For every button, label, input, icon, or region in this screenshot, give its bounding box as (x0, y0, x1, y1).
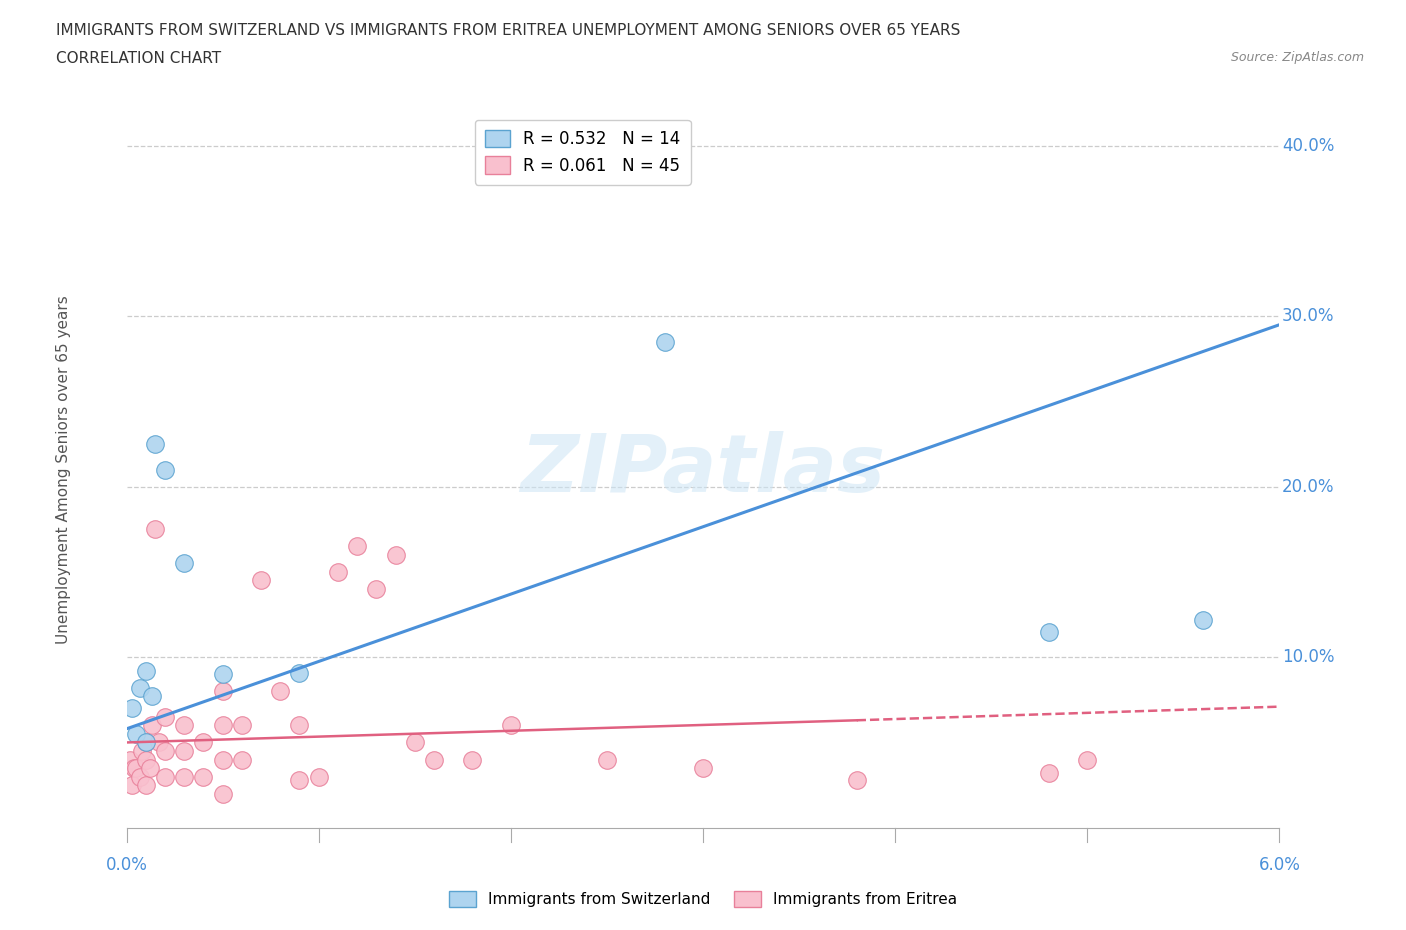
Text: 30.0%: 30.0% (1282, 307, 1334, 326)
Point (654, 335, 676, 350)
Point (125, 761, 148, 776)
Point (1038, 624, 1060, 639)
Point (148, 735, 170, 750)
Point (326, 565, 349, 579)
Point (211, 667, 233, 682)
Point (423, 752, 446, 767)
Point (288, 773, 311, 788)
Point (692, 761, 714, 776)
Point (231, 752, 253, 767)
Point (145, 437, 166, 452)
Point (231, 718, 253, 733)
Text: 40.0%: 40.0% (1282, 137, 1334, 154)
Point (845, 773, 868, 788)
Point (122, 761, 145, 776)
Point (404, 735, 426, 750)
Point (121, 777, 143, 792)
Text: Unemployment Among Seniors over 65 years: Unemployment Among Seniors over 65 years (56, 296, 70, 644)
Point (596, 752, 619, 767)
Point (1076, 752, 1098, 767)
Point (135, 777, 157, 792)
Point (1191, 612, 1213, 627)
Point (129, 769, 152, 784)
Point (125, 726, 148, 741)
Point (250, 573, 273, 588)
Point (461, 752, 484, 767)
Text: 6.0%: 6.0% (1258, 857, 1301, 874)
Point (141, 718, 163, 733)
Point (141, 689, 163, 704)
Point (211, 684, 233, 698)
Point (121, 701, 143, 716)
Point (288, 718, 311, 733)
Text: ZIPatlas: ZIPatlas (520, 431, 886, 509)
Point (153, 769, 176, 784)
Point (135, 663, 157, 678)
Point (135, 735, 157, 750)
Point (120, 752, 142, 767)
Point (131, 744, 153, 759)
Point (153, 744, 176, 759)
Point (499, 718, 522, 733)
Point (173, 744, 195, 759)
Text: 0.0%: 0.0% (105, 857, 148, 874)
Point (129, 681, 152, 696)
Point (384, 548, 406, 563)
Point (308, 769, 330, 784)
Point (211, 786, 233, 801)
Point (288, 665, 311, 680)
Point (173, 718, 195, 733)
Point (153, 710, 176, 724)
Text: Source: ZipAtlas.com: Source: ZipAtlas.com (1230, 51, 1364, 64)
Legend: R = 0.532   N = 14, R = 0.061   N = 45: R = 0.532 N = 14, R = 0.061 N = 45 (475, 120, 690, 184)
Point (153, 462, 176, 477)
Point (145, 522, 166, 537)
Point (173, 556, 195, 571)
Point (346, 539, 368, 554)
Point (173, 769, 195, 784)
Point (211, 718, 233, 733)
Point (269, 684, 291, 698)
Legend: Immigrants from Switzerland, Immigrants from Eritrea: Immigrants from Switzerland, Immigrants … (443, 884, 963, 913)
Text: IMMIGRANTS FROM SWITZERLAND VS IMMIGRANTS FROM ERITREA UNEMPLOYMENT AMONG SENIOR: IMMIGRANTS FROM SWITZERLAND VS IMMIGRANT… (56, 23, 960, 38)
Point (366, 581, 388, 596)
Text: 10.0%: 10.0% (1282, 648, 1334, 666)
Point (211, 752, 233, 767)
Point (135, 752, 157, 767)
Point (138, 761, 160, 776)
Point (135, 735, 157, 750)
Text: CORRELATION CHART: CORRELATION CHART (56, 51, 221, 66)
Point (1038, 765, 1060, 780)
Text: 20.0%: 20.0% (1282, 478, 1334, 496)
Point (193, 769, 215, 784)
Point (193, 735, 215, 750)
